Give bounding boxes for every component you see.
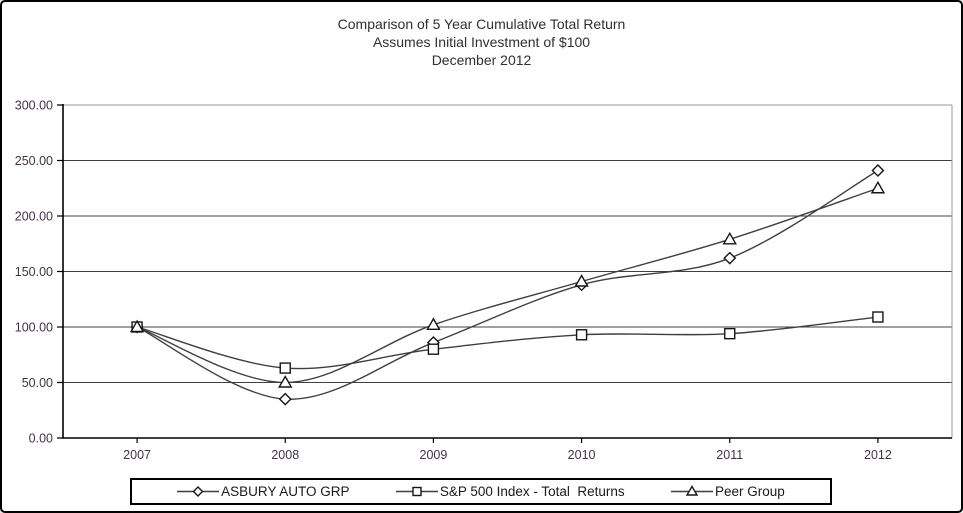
data-point-peer-group-2008	[278, 375, 293, 388]
series-line-s-p-500-index-total-returns	[136, 316, 878, 370]
x-tick-label: 2008	[271, 448, 299, 462]
data-point-asbury-auto-grp-2012	[871, 164, 885, 177]
y-tick-label: 100.00	[15, 321, 53, 335]
chart-title-line-2: Assumes Initial Investment of $100	[372, 34, 591, 50]
legend-triangle-icon	[671, 485, 714, 496]
series-line-peer-group	[136, 187, 879, 384]
y-tick-label: 50.00	[22, 376, 53, 390]
x-tick-label: 2007	[123, 448, 151, 462]
data-point-s-p-500-index-total-returns-2008	[279, 362, 291, 374]
x-tick-label: 2012	[864, 448, 892, 462]
legend-item-s-p-500-index-total-returns: S&P 500 Index - Total Returns	[395, 484, 625, 499]
y-tick-label: 200.00	[15, 210, 53, 224]
data-point-peer-group-2011	[722, 231, 737, 245]
y-tick-label: 250.00	[15, 154, 53, 168]
legend-item-asbury-auto-grp: ASBURY AUTO GRP	[177, 484, 349, 499]
data-point-asbury-auto-grp-2011	[723, 251, 737, 265]
data-point-s-p-500-index-total-returns-2009	[427, 343, 440, 355]
triangle-marker	[685, 485, 699, 496]
chart-title-line-1: Comparison of 5 Year Cumulative Total Re…	[337, 16, 626, 32]
square-marker	[412, 486, 422, 497]
legend-label: S&P 500 Index - Total Returns	[439, 484, 625, 499]
data-point-s-p-500-index-total-returns-2011	[724, 327, 736, 340]
chart-title-line-3: December 2012	[431, 52, 532, 68]
legend-diamond-icon	[177, 486, 220, 497]
data-point-peer-group-2012	[870, 180, 886, 194]
x-tick-label: 2010	[568, 448, 596, 462]
legend-label: Peer Group	[715, 484, 785, 499]
data-point-peer-group-2009	[426, 317, 441, 330]
legend-square-icon	[395, 486, 438, 497]
data-point-s-p-500-index-total-returns-2010	[575, 329, 588, 341]
chart-legend: ASBURY AUTO GRP S&P 500 Index - Total Ret…	[130, 478, 832, 505]
y-tick-label: 0.00	[29, 432, 53, 446]
y-tick-label: 300.00	[15, 99, 53, 113]
x-tick-label: 2011	[716, 448, 743, 462]
diamond-marker	[192, 486, 204, 497]
chart-title: Comparison of 5 Year Cumulative Total Re…	[2, 15, 961, 69]
series-line-asbury-auto-grp	[136, 169, 879, 400]
legend-item-peer-group: Peer Group	[671, 484, 785, 499]
data-point-peer-group-2007	[129, 319, 145, 333]
data-point-asbury-auto-grp-2008	[278, 392, 292, 406]
legend-label: ASBURY AUTO GRP	[221, 484, 350, 499]
y-tick-label: 150.00	[15, 265, 53, 279]
x-tick-label: 2009	[420, 448, 448, 462]
data-point-peer-group-2010	[574, 274, 589, 287]
data-point-s-p-500-index-total-returns-2012	[872, 311, 884, 323]
